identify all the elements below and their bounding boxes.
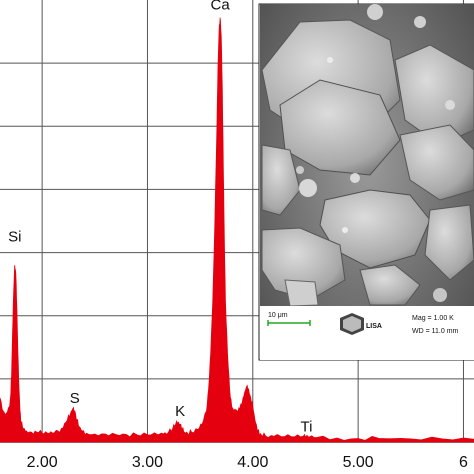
x-tick-label: 2.00 [27,454,58,471]
x-tick-label: 5.00 [343,454,374,471]
peak-label-s: S [70,390,80,407]
spectrum-area [0,17,474,443]
lisa-logo: LISA [340,313,382,335]
peak-label-si: Si [8,229,21,246]
x-tick-label: 3.00 [132,454,163,471]
lisa-logo-text: LISA [366,323,382,330]
x-tick-label: 4.00 [237,454,268,471]
sem-image [260,4,474,360]
scale-bar-label: 10 μm [268,312,288,319]
x-tick-label: 6 [459,454,468,471]
magnification-label: Mag = 1.00 K [412,315,454,322]
x-tick-labels: 2.00 3.00 4.00 5.00 6 [27,454,468,471]
peak-label-ti: Ti [301,419,313,436]
peak-label-k: K [175,403,185,420]
peak-labels: Si S K Ca Ti [8,0,312,436]
sem-micrograph-inset: 10 μm LISA Mag = 1.00 K WD = 11.0 mm [258,3,474,361]
working-distance-label: WD = 11.0 mm [412,328,459,335]
sem-info-bar [260,306,474,360]
peak-label-ca: Ca [211,0,231,13]
